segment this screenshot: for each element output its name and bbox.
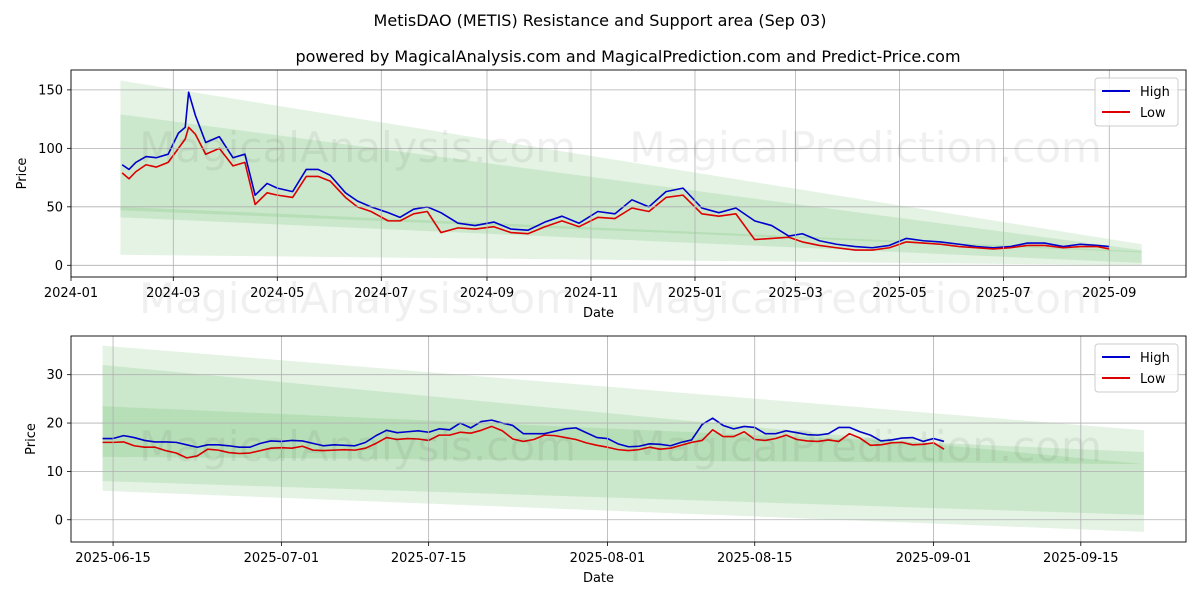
plot-area (120, 80, 1142, 266)
plot-area (102, 345, 1144, 532)
top-panel: 2024-01 2024-03 2024-05 2024-07 2024-09 2024-… (15, 69, 1187, 323)
y-tick-label: 10 (46, 465, 63, 480)
band-0 (102, 345, 1144, 532)
high-series-line (121, 91, 1110, 249)
x-tick-label: 2025-07-15 (391, 551, 467, 566)
chart-subtitle: powered by MagicalAnalysis.com and Magic… (295, 47, 960, 66)
x-tick-label: 2024-05 (250, 286, 304, 301)
chart-title: MetisDAO (METIS) Resistance and Support … (374, 11, 827, 30)
legend-label-low: Low (1140, 372, 1166, 387)
x-tick-label: 2024-03 (146, 286, 200, 301)
axes-frame (70, 69, 1187, 278)
band-1 (102, 365, 1144, 515)
watermark: MagicalAnalysis.com MagicalPrediction.co… (139, 422, 1102, 471)
x-axis-label: Date (583, 306, 614, 321)
y-axis-label: Price (15, 158, 30, 190)
y-tick-label: 100 (38, 142, 63, 157)
band-2 (102, 406, 1144, 465)
y-axis-label: Price (24, 423, 39, 455)
low-series-line (121, 126, 1110, 251)
y-tick-label: 30 (46, 368, 63, 383)
x-tick-label: 2025-01 (668, 286, 722, 301)
legend: High Low (1094, 77, 1179, 127)
y-tick-label: 20 (46, 417, 63, 432)
bottom-panel: 2025-06-15 2025-07-01 2025-07-15 2025-08-01… (24, 335, 1187, 586)
band-2 (120, 206, 1142, 253)
x-tick-label: 2025-05 (872, 286, 926, 301)
x-tick-label: 2025-07 (976, 286, 1030, 301)
x-tick-label: 2025-08-15 (717, 551, 793, 566)
legend-label-high: High (1140, 351, 1170, 366)
x-axis-label: Date (583, 571, 614, 586)
x-tick-label: 2025-09 (1082, 286, 1136, 301)
y-tick-label: 0 (55, 513, 63, 528)
legend-label-high: High (1140, 85, 1170, 100)
legend-label-low: Low (1140, 106, 1166, 121)
axes-frame (70, 335, 1187, 543)
band-0 (120, 80, 1142, 266)
x-tick-label: 2024-09 (460, 286, 514, 301)
high-series-line (102, 417, 945, 449)
x-tick-label: 2025-07-01 (244, 551, 320, 566)
x-tick-label: 2025-08-01 (570, 551, 646, 566)
x-tick-label: 2025-03 (768, 286, 822, 301)
y-tick-label: 0 (55, 259, 63, 274)
low-series-line (102, 425, 945, 459)
x-tick-label: 2024-11 (564, 286, 618, 301)
band-1 (120, 114, 1142, 263)
x-tick-label: 2025-06-15 (75, 551, 151, 566)
x-tick-label: 2025-09-15 (1043, 551, 1119, 566)
y-tick-label: 50 (46, 200, 63, 215)
legend: High Low (1094, 343, 1179, 393)
watermark: MagicalAnalysis.com MagicalPrediction.co… (139, 123, 1102, 172)
x-tick-label: 2024-01 (44, 286, 98, 301)
watermark: MagicalAnalysis.com MagicalPrediction.co… (139, 274, 1102, 323)
x-tick-label: 2025-09-01 (896, 551, 972, 566)
y-tick-label: 150 (38, 83, 63, 98)
x-tick-label: 2024-07 (354, 286, 408, 301)
